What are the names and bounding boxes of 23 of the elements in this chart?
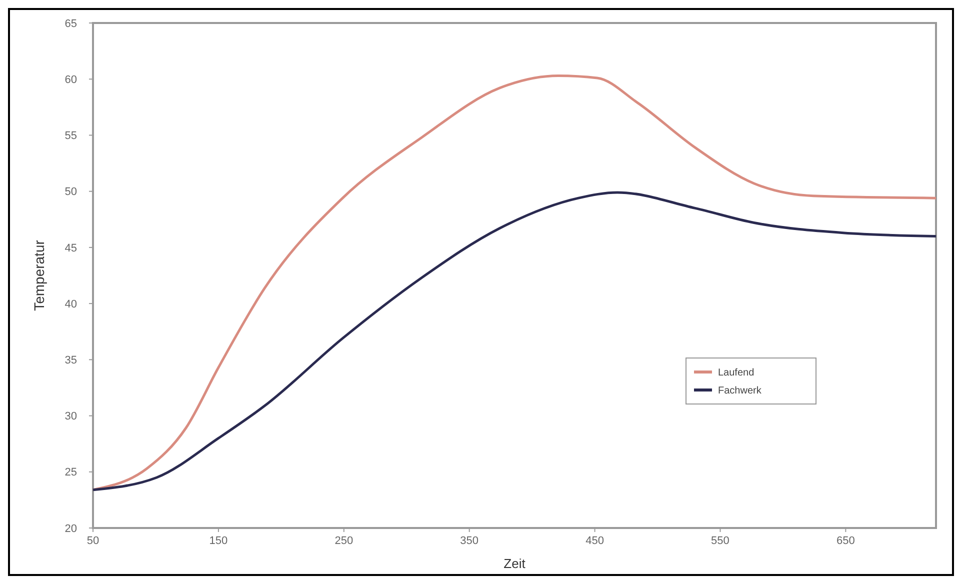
y-tick-label: 65 — [64, 18, 77, 30]
x-tick-label: 250 — [334, 535, 354, 547]
y-tick-label: 50 — [64, 186, 77, 198]
y-tick-label: 20 — [64, 522, 77, 535]
line-series — [92, 74, 938, 492]
line-series — [92, 191, 938, 492]
x-tick-label: 550 — [711, 535, 730, 547]
legend-label: Laufend — [718, 368, 754, 378]
x-tick-label: 450 — [586, 535, 604, 547]
y-tick-label: 40 — [64, 298, 77, 310]
x-tick-label: 350 — [460, 535, 479, 547]
x-tick-label: 650 — [836, 535, 855, 547]
y-tick-label: 60 — [64, 74, 77, 86]
x-axis-title: Zeit — [504, 556, 526, 571]
y-tick-label: 55 — [64, 130, 77, 142]
y-axis-title: Temperatur — [31, 240, 47, 311]
x-tick-label: 50 — [86, 535, 100, 547]
legend-label: Fachwerk — [718, 386, 762, 396]
y-tick-label: 35 — [64, 354, 77, 367]
x-tick-label: 150 — [209, 535, 228, 547]
y-tick-label: 30 — [64, 410, 77, 423]
y-tick-label: 25 — [64, 466, 77, 479]
y-tick-label: 45 — [64, 242, 77, 254]
